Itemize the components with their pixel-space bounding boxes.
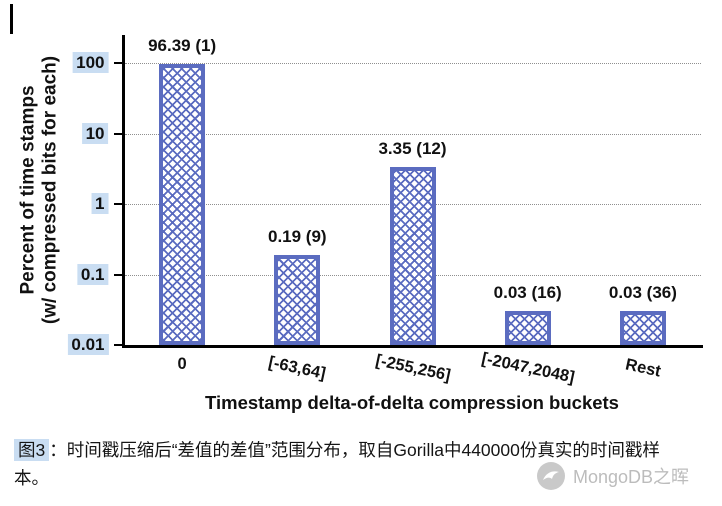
y-tick-label-text: 100 bbox=[72, 52, 109, 73]
watermark-logo-icon bbox=[537, 462, 565, 490]
x-tick-label: [-63,64] bbox=[267, 353, 328, 383]
bar bbox=[389, 166, 436, 345]
y-tick-label: 100 bbox=[72, 52, 109, 73]
y-tick-label: 0.1 bbox=[76, 263, 109, 285]
x-tick-label: Rest bbox=[623, 355, 663, 381]
y-tick-label-text: 0.1 bbox=[76, 263, 109, 285]
y-axis-line bbox=[122, 35, 125, 347]
gridline bbox=[124, 63, 701, 64]
y-tick bbox=[113, 203, 124, 205]
bar-value-label: 0.19 (9) bbox=[268, 226, 327, 246]
figure-caption-text: ：时间戳压缩后“差值的差值”范围分布，取自Gorilla中440000份真实的时… bbox=[14, 440, 660, 489]
figure-border-corner bbox=[10, 4, 29, 34]
bar-value-label: 0.03 (36) bbox=[608, 283, 677, 303]
watermark-text: MongoDB之晖 bbox=[573, 467, 690, 487]
y-tick bbox=[113, 132, 124, 135]
x-tick-label: [-2047,2048] bbox=[479, 349, 576, 387]
bar bbox=[274, 254, 321, 345]
x-axis-title: Timestamp delta-of-delta compression buc… bbox=[205, 392, 619, 413]
y-tick-label-text: 0.01 bbox=[67, 334, 109, 355]
x-tick-label: [-255,256] bbox=[373, 351, 452, 385]
bar-value-label: 3.35 (12) bbox=[378, 138, 447, 158]
x-tick-label: 0 bbox=[177, 355, 187, 373]
y-tick-label-text: 10 bbox=[81, 122, 109, 144]
y-axis-title: Percent of time stamps (w/ compressed bi… bbox=[18, 56, 63, 324]
watermark: MongoDB之晖 bbox=[536, 461, 689, 491]
figure-caption-number: 图3 bbox=[14, 439, 50, 461]
y-tick bbox=[113, 273, 124, 276]
bar bbox=[159, 64, 206, 345]
plot-area: 100 10 1 0.1 0.01 96.39 (1) 0 0.19 (9) [-63,64] 3… bbox=[67, 36, 701, 387]
bar bbox=[504, 311, 551, 345]
gridline bbox=[124, 133, 701, 135]
y-axis-title-line1: Percent of time stamps bbox=[17, 85, 39, 295]
bar-value-label: 0.03 (16) bbox=[493, 283, 562, 303]
bar-value-label: 96.39 (1) bbox=[148, 36, 217, 56]
y-tick bbox=[113, 62, 124, 64]
bar bbox=[619, 311, 666, 345]
y-tick-label-text: 1 bbox=[91, 193, 109, 214]
y-axis-title-line2: (w/ compressed bits for each) bbox=[40, 55, 61, 325]
y-tick bbox=[113, 344, 124, 346]
y-tick-label: 0.01 bbox=[67, 334, 109, 355]
x-axis-line bbox=[122, 345, 703, 348]
y-tick-label: 10 bbox=[81, 122, 109, 144]
y-tick-label: 1 bbox=[91, 193, 109, 214]
figure-caption: 图3 ：时间戳压缩后“差值的差值”范围分布，取自Gorilla中440000份真实… bbox=[14, 436, 682, 493]
